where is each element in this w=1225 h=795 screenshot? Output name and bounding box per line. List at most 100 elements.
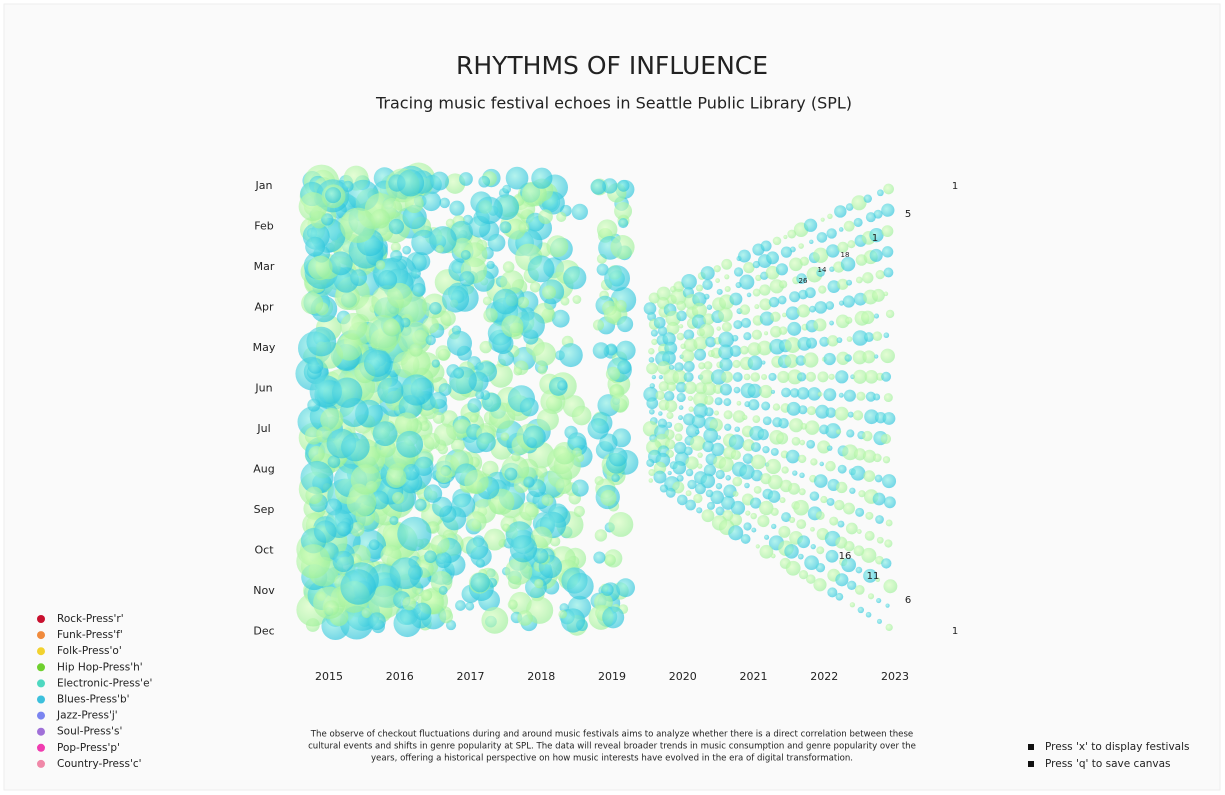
bubble xyxy=(492,288,519,315)
bubble xyxy=(459,271,475,287)
bubble xyxy=(813,474,828,488)
legend-label: Soul-Press's' xyxy=(57,726,122,738)
bubble xyxy=(750,512,757,520)
bubble xyxy=(651,375,656,380)
bubble xyxy=(670,288,687,305)
bubble xyxy=(750,497,762,509)
bubble xyxy=(775,263,789,276)
bubble xyxy=(881,203,895,217)
bubble xyxy=(702,440,714,453)
bubble xyxy=(740,534,751,544)
count-label: 18 xyxy=(841,251,850,259)
bubble xyxy=(786,401,801,416)
bubble xyxy=(400,317,411,328)
month-label: Dec xyxy=(253,625,274,638)
bubble xyxy=(567,432,587,452)
bubble xyxy=(592,319,605,331)
bubble xyxy=(678,415,684,421)
legend-label: Folk-Press'o' xyxy=(57,645,122,657)
bubble xyxy=(766,251,779,265)
bubble xyxy=(819,461,824,467)
bubble xyxy=(475,558,485,569)
bubble xyxy=(305,486,323,505)
bubble xyxy=(732,490,739,497)
bubble xyxy=(752,288,761,297)
bubble xyxy=(336,521,351,537)
bubble xyxy=(556,211,567,222)
bubble xyxy=(761,373,768,380)
bubble xyxy=(736,400,742,406)
bubble xyxy=(759,384,773,399)
month-label: Jun xyxy=(254,382,272,395)
bubble xyxy=(729,292,743,306)
bubble xyxy=(601,583,614,596)
bubble xyxy=(837,520,845,528)
bubble xyxy=(873,453,882,463)
bubble xyxy=(772,403,781,411)
bubble xyxy=(850,465,866,481)
bubble xyxy=(785,449,800,464)
bubble xyxy=(676,332,685,341)
bubble xyxy=(728,434,745,450)
bubble xyxy=(806,406,817,416)
bubble xyxy=(820,217,825,222)
bubble xyxy=(572,295,582,304)
bubble xyxy=(751,454,766,470)
bubble xyxy=(422,316,439,334)
bubble xyxy=(716,326,721,331)
bubble xyxy=(885,309,895,319)
bubble xyxy=(739,464,755,480)
bubble xyxy=(529,281,541,293)
bubble xyxy=(666,382,677,392)
bubble xyxy=(368,539,380,551)
bubble xyxy=(555,477,572,495)
subtitle: Tracing music festival echoes in Seattle… xyxy=(375,94,852,113)
bubble xyxy=(653,316,666,329)
bubble xyxy=(827,280,841,293)
bubble xyxy=(475,196,503,225)
bubble xyxy=(536,408,559,431)
bubble xyxy=(431,359,440,368)
bubble xyxy=(694,483,706,495)
bubble xyxy=(656,286,671,301)
year-label: 2021 xyxy=(740,670,768,683)
bubble xyxy=(778,525,791,538)
bubble xyxy=(845,522,858,535)
bubble xyxy=(748,399,760,411)
bubble xyxy=(502,523,511,532)
bubbles xyxy=(295,162,898,641)
month-label: Jul xyxy=(256,422,270,435)
bubble xyxy=(557,380,568,391)
bubble xyxy=(863,194,872,203)
bubble xyxy=(781,312,787,318)
bubble xyxy=(806,574,816,584)
bubble xyxy=(546,235,569,258)
bubble xyxy=(823,352,836,366)
bubble xyxy=(327,455,341,468)
year-label: 2023 xyxy=(881,670,909,683)
bubble xyxy=(806,439,816,449)
description: cultural events and shifts in genre popu… xyxy=(308,742,916,752)
bubble xyxy=(676,392,686,403)
bubble xyxy=(700,266,715,281)
bubble xyxy=(849,602,856,608)
bubble xyxy=(885,623,893,632)
bubble xyxy=(676,494,688,506)
bubble xyxy=(691,414,706,429)
bubble xyxy=(788,482,800,495)
bubble xyxy=(843,541,855,552)
bubble xyxy=(411,252,431,271)
bubble xyxy=(787,229,797,239)
bubble xyxy=(466,511,487,532)
bubble xyxy=(498,350,514,367)
legend-label: Electronic-Press'e' xyxy=(57,677,152,689)
bubble xyxy=(817,391,823,397)
bubble xyxy=(470,572,491,593)
bubble xyxy=(298,192,328,221)
bubble xyxy=(761,360,766,365)
bubble xyxy=(805,371,816,382)
bubble xyxy=(648,357,655,363)
bubble xyxy=(390,242,401,253)
bubble xyxy=(788,516,796,523)
bubble xyxy=(603,305,622,324)
